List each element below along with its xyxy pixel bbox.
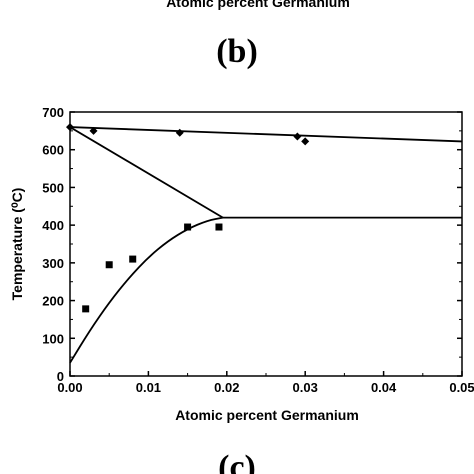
diamond-point [301, 137, 310, 146]
y-tick-label: 300 [42, 256, 64, 271]
plot-frame [69, 111, 463, 377]
diamond-point [66, 123, 74, 132]
y-tick-label: 100 [42, 331, 64, 346]
data-markers [66, 123, 310, 313]
diamond-point [89, 126, 98, 135]
x-tick-label: 0.04 [371, 380, 397, 395]
square-point [82, 305, 90, 313]
x-tick-label: 0.02 [214, 380, 239, 395]
diamond-point [175, 128, 184, 137]
phase-line [69, 126, 224, 219]
square-point [184, 223, 192, 231]
square-point [129, 255, 137, 263]
solvus-curve [69, 216, 224, 364]
y-tick-label: 700 [42, 105, 64, 120]
y-tick-label: 400 [42, 218, 64, 233]
y-axis: 0 100 200 300 400 500 600 700 [42, 105, 462, 384]
x-axis: 0.00 0.01 0.02 0.03 0.04 0.05 [57, 371, 474, 395]
y-tick-label: 500 [42, 180, 64, 195]
y-tick-label: 600 [42, 143, 64, 158]
x-axis-title: Atomic percent Germanium [175, 407, 359, 423]
top-partial-xlabel: Atomic percent Germanium [166, 0, 350, 10]
phase-line [69, 126, 463, 143]
plot-area: 0.00 0.01 0.02 0.03 0.04 0.05 0 100 200 300 400 50… [42, 105, 474, 395]
square-point [105, 261, 113, 269]
y-axis-title: Temperature (⁰C) [9, 188, 25, 301]
x-tick-label: 0.00 [57, 380, 82, 395]
square-point [215, 223, 223, 231]
x-tick-label: 0.01 [136, 380, 161, 395]
y-tick-label: 0 [57, 369, 64, 384]
diamond-point [293, 132, 302, 141]
x-tick-label: 0.05 [449, 380, 474, 395]
x-tick-label: 0.03 [293, 380, 318, 395]
panel-label-c: (c) [218, 449, 256, 474]
phase-lines [69, 126, 463, 364]
panel-label-b: (b) [216, 33, 258, 70]
y-tick-label: 200 [42, 294, 64, 309]
